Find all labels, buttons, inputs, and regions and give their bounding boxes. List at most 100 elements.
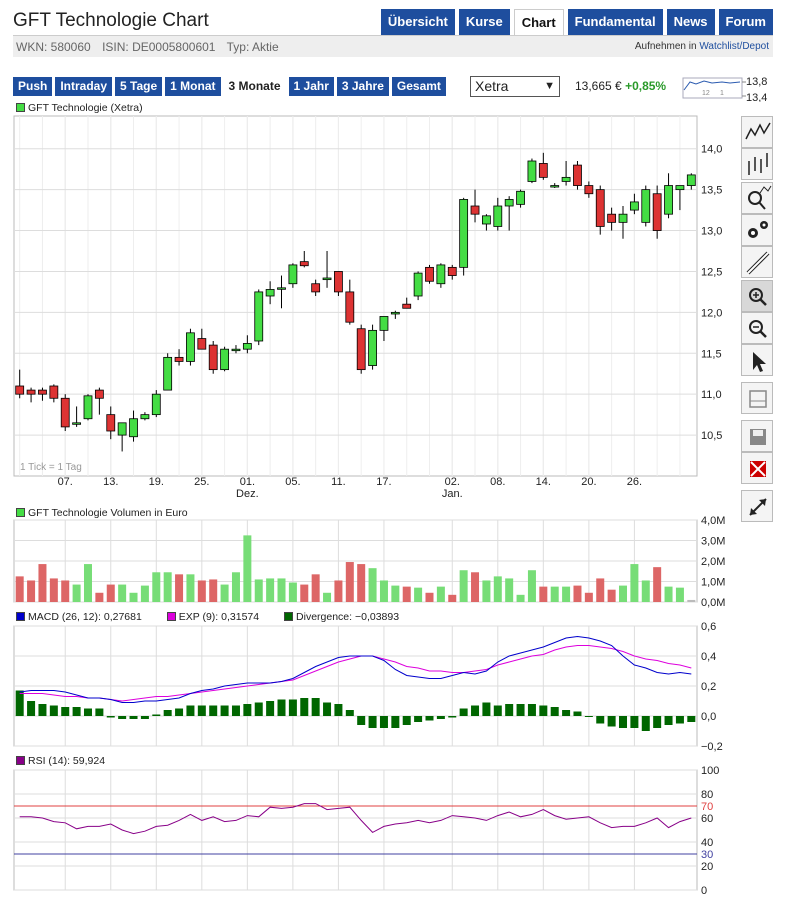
axis-tick-label: −0,2: [701, 741, 723, 753]
candle-body: [288, 264, 298, 285]
range-3-jahre[interactable]: 3 Jahre: [336, 77, 389, 96]
exp-legend-label: EXP (9): 0,31574: [178, 611, 260, 623]
nav-fundamental[interactable]: Fundamental: [567, 9, 663, 35]
divergence-bar: [675, 716, 684, 724]
volume-bar: [664, 586, 673, 602]
indicator-button[interactable]: [741, 182, 773, 214]
x-tick-label: 14.: [536, 476, 551, 488]
volume-legend: GFT Technologie Volumen in Euro: [16, 507, 188, 519]
watchlist-link[interactable]: Watchlist/Depot: [699, 41, 769, 52]
panel-frame: [13, 625, 698, 747]
candle-body: [117, 422, 127, 436]
divergence-bar: [550, 707, 559, 716]
x-tick-label: 26.: [627, 476, 642, 488]
expand-button[interactable]: [741, 490, 773, 522]
candle-body: [573, 164, 582, 186]
divergence-bar: [641, 716, 650, 731]
volume-bar: [300, 584, 309, 602]
panel-frame: [13, 769, 698, 891]
axis-tick-label: 13,5: [701, 185, 722, 197]
volume-bar: [596, 578, 605, 602]
range-intraday[interactable]: Intraday: [55, 77, 113, 96]
candle-body: [106, 414, 116, 432]
exchange-select[interactable]: Xetra ▼: [470, 76, 560, 97]
divergence-bar: [254, 702, 263, 716]
mini-chart[interactable]: 12 1 13,8 13,4: [682, 74, 772, 102]
candle-body: [26, 389, 36, 395]
x-tick-label: 01.: [240, 476, 255, 488]
volume-bar: [493, 576, 502, 602]
candle-body: [15, 385, 25, 395]
candle-body: [322, 277, 332, 281]
nav-uebersicht[interactable]: Übersicht: [380, 9, 455, 35]
draw-icon: [746, 251, 770, 275]
volume-bar: [27, 580, 36, 602]
divergence-bar: [95, 708, 104, 716]
settings-button[interactable]: [741, 214, 773, 246]
panel-frame: [13, 115, 698, 477]
zoom-in-icon: [749, 288, 767, 306]
divergence-bar: [140, 716, 149, 719]
volume-bar: [220, 584, 229, 602]
divergence-bar: [482, 702, 491, 716]
range-3-monate[interactable]: 3 Monate: [223, 77, 286, 96]
volume-bar: [391, 585, 400, 602]
zoom-out-button[interactable]: [741, 312, 773, 344]
volume-bar: [197, 580, 206, 602]
volume-bar: [345, 562, 354, 602]
print-button[interactable]: [741, 382, 773, 414]
range-1-jahr[interactable]: 1 Jahr: [288, 77, 334, 96]
axis-tick-label: 3,0M: [701, 536, 725, 548]
x-tick-label: 13.: [103, 476, 118, 488]
signal-line: [19, 645, 692, 702]
legend-swatch: [166, 612, 176, 621]
nav-forum[interactable]: Forum: [718, 9, 773, 35]
volume-bar: [334, 580, 343, 602]
delete-icon: [750, 461, 766, 477]
axis-tick-label: 30: [701, 849, 713, 861]
candle-body: [220, 348, 229, 371]
zoom-in-button[interactable]: [741, 280, 773, 312]
volume-bar: [414, 587, 423, 602]
volume-bar: [562, 586, 571, 602]
price-display: 13,665 € +0,85%: [575, 79, 666, 93]
range-5-tage[interactable]: 5 Tage: [115, 77, 163, 96]
nav-kurse[interactable]: Kurse: [458, 9, 510, 35]
x-tick-sublabel: Dez.: [236, 488, 259, 500]
candle-body: [516, 190, 525, 205]
nav-news[interactable]: News: [666, 9, 715, 35]
divergence-bar: [231, 705, 240, 716]
mini-high: 13,8: [746, 76, 767, 88]
candle-body: [425, 266, 434, 282]
divergence-bar: [243, 704, 252, 716]
divergence-bar: [596, 716, 605, 724]
line-chart-button[interactable]: [741, 116, 773, 148]
axis-tick-label: 11,0: [701, 389, 722, 401]
candle-body: [607, 213, 617, 223]
divergence-bar: [607, 716, 616, 727]
line-chart-icon: [745, 122, 771, 140]
draw-button[interactable]: [741, 246, 773, 278]
volume-bar: [231, 572, 240, 602]
ohlc-chart-button[interactable]: [741, 148, 773, 180]
range-push[interactable]: Push: [13, 77, 53, 96]
save-button[interactable]: [741, 420, 773, 452]
divergence-bar: [527, 704, 536, 716]
delete-button[interactable]: [741, 452, 773, 484]
settings-icon: [748, 221, 768, 238]
x-tick-label: 05.: [285, 476, 300, 488]
divergence-bar: [288, 699, 297, 716]
divergence-bar: [402, 716, 411, 725]
candle-body: [482, 215, 491, 225]
range-1-monat[interactable]: 1 Monat: [165, 77, 221, 96]
divergence-bar: [220, 705, 229, 716]
candle-body: [618, 213, 628, 223]
range-gesamt[interactable]: Gesamt: [391, 77, 446, 96]
legend-swatch: [16, 103, 25, 112]
x-tick-label: 19.: [149, 476, 164, 488]
candle-body: [470, 205, 480, 215]
pointer-button[interactable]: [741, 344, 773, 376]
nav-chart[interactable]: Chart: [513, 9, 564, 35]
candle-body: [504, 199, 514, 207]
divergence-bar: [414, 716, 423, 722]
